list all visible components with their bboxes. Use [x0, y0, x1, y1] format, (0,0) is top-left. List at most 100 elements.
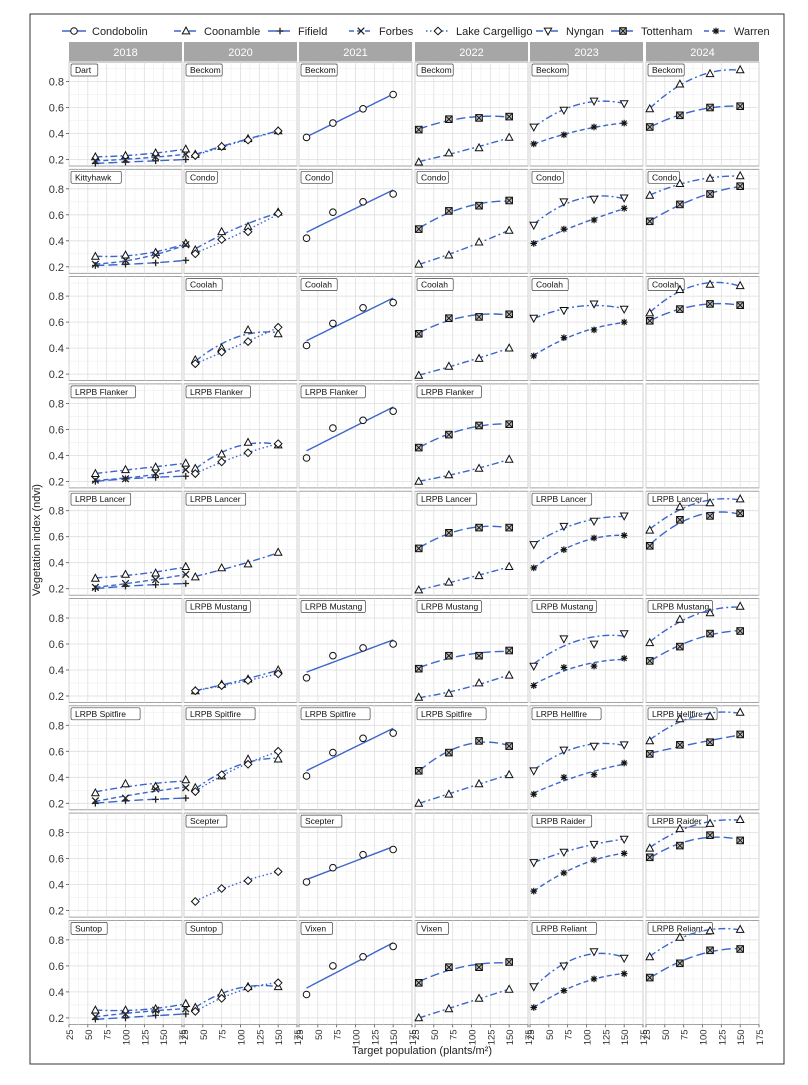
- point-3-2-0-3: [389, 407, 397, 416]
- point-0-1-1-3: [273, 126, 283, 136]
- panel-1-2: Condo: [300, 170, 397, 242]
- fit-line-5-2-0: [306, 639, 394, 673]
- svg-text:Coolah: Coolah: [305, 280, 332, 290]
- point-2-2-0-3: [389, 298, 397, 307]
- point-8-0-2-0: [92, 1015, 99, 1023]
- point-2-5-1-2: [706, 300, 714, 308]
- svg-text:LRPB Lancer: LRPB Lancer: [421, 494, 472, 504]
- variety-label-7-1: Scepter: [185, 814, 228, 828]
- fit-line-3-0-2: [95, 475, 186, 483]
- point-6-2-0-3: [389, 729, 397, 737]
- fit-line-6-0-1: [95, 786, 186, 803]
- point-0-0-2-2: [152, 157, 159, 165]
- variety-label-7-4: LRPB Raider: [531, 814, 593, 828]
- point-2-4-0-3: [619, 305, 629, 315]
- point-2-1-1-2: [243, 337, 253, 347]
- svg-text:Coolah: Coolah: [536, 280, 563, 290]
- x-tick-label-5-5: 150: [736, 1029, 747, 1045]
- svg-text:Suntop: Suntop: [190, 923, 217, 933]
- point-6-5-0-1: [675, 713, 685, 723]
- variety-label-8-5: LRPB Reliant: [647, 922, 713, 935]
- variety-label-7-5: LRPB Raider: [647, 814, 709, 828]
- point-4-0-2-0: [92, 585, 99, 592]
- panel-8-5: LRPB Reliant: [645, 922, 745, 982]
- fit-line-8-5-0: [649, 927, 741, 957]
- point-5-4-1-0: [530, 682, 538, 689]
- fit-line-2-5-1: [649, 302, 741, 322]
- point-1-1-1-3: [273, 208, 283, 219]
- panel-8-0: Suntop: [70, 922, 191, 1023]
- svg-text:LRPB Flanker: LRPB Flanker: [421, 387, 474, 397]
- variety-label-4-1: LRPB Lancer: [185, 492, 247, 506]
- panel-0-3: Beckom: [414, 63, 514, 166]
- point-0-4-0-2: [589, 97, 599, 106]
- variety-label-8-4: LRPB Reliant: [531, 922, 597, 935]
- point-0-4-0-0: [529, 123, 539, 132]
- variety-label-1-1: Condo: [185, 170, 218, 184]
- fit-line-5-5-0: [649, 606, 741, 643]
- point-4-3-0-2: [475, 523, 483, 532]
- point-2-2-0-2: [359, 304, 367, 312]
- point-5-1-1-3: [273, 669, 283, 679]
- point-1-4-0-3: [619, 194, 629, 203]
- legend-label-2: Fifield: [298, 26, 327, 38]
- fit-line-4-3-1: [418, 566, 510, 591]
- y-tick-label-3-2: 0.6: [49, 424, 64, 436]
- fit-line-3-0-1: [95, 468, 186, 482]
- year-strip-2: [299, 42, 412, 61]
- point-5-2-0-3: [389, 640, 397, 648]
- svg-text:LRPB Hellfire: LRPB Hellfire: [652, 709, 703, 719]
- y-tick-label-4-1: 0.4: [49, 558, 64, 570]
- x-tick-label-4-5: 150: [620, 1029, 631, 1045]
- svg-text:Beckom: Beckom: [190, 65, 221, 75]
- point-0-0-2-3: [182, 156, 190, 163]
- fit-line-1-3-1: [418, 229, 510, 266]
- point-6-4-1-2: [590, 771, 598, 778]
- fit-line-0-0-1: [95, 153, 186, 162]
- point-4-4-0-1: [559, 522, 569, 532]
- point-3-3-1-2: [474, 463, 484, 472]
- point-1-0-1-1: [121, 256, 130, 265]
- legend-label-4: Lake Cargelligo: [456, 26, 532, 38]
- panel-grid-6-1: [183, 705, 298, 810]
- point-6-4-1-1: [560, 774, 568, 781]
- panel-5-1: LRPB Mustang: [185, 600, 283, 696]
- point-3-1-0-2: [243, 437, 253, 446]
- point-5-4-1-1: [560, 664, 568, 671]
- point-6-0-2-3: [182, 794, 190, 802]
- point-1-4-0-1: [559, 198, 569, 207]
- point-6-4-0-3: [619, 741, 629, 750]
- point-1-0-0-1: [120, 250, 131, 259]
- variety-label-2-5: Coolah: [647, 278, 685, 291]
- panel-8-4: LRPB Reliant: [529, 922, 629, 1011]
- point-6-5-1-3: [736, 730, 744, 739]
- point-8-4-1-1: [560, 987, 568, 994]
- point-1-0-1-2: [151, 251, 160, 259]
- panel-3-2: LRPB Flanker: [300, 385, 397, 462]
- point-5-2-0-0: [302, 674, 311, 682]
- variety-label-4-0: LRPB Lancer: [70, 492, 132, 506]
- point-2-5-0-1: [675, 284, 685, 293]
- point-0-3-1-3: [504, 132, 514, 141]
- panel-grid-5-0: [68, 598, 183, 703]
- panel-grid-7-0: [68, 813, 183, 918]
- x-tick-label-3-0: 25: [411, 1029, 422, 1040]
- point-2-3-1-1: [444, 361, 454, 370]
- point-0-4-0-1: [559, 106, 569, 116]
- point-6-0-1-2: [151, 785, 160, 793]
- variety-label-0-3: Beckom: [416, 63, 454, 77]
- panel-4-0: LRPB Lancer: [70, 492, 191, 592]
- point-0-3-0-0: [414, 125, 423, 134]
- fit-line-2-3-1: [418, 347, 510, 376]
- x-tick-label-4-4: 125: [601, 1029, 612, 1045]
- fit-line-0-2-0: [306, 93, 394, 138]
- point-2-4-0-1: [559, 307, 569, 316]
- y-tick-label-6-2: 0.6: [49, 746, 64, 758]
- point-2-3-0-2: [475, 313, 483, 321]
- point-5-4-0-3: [619, 630, 629, 639]
- panel-6-2: LRPB Spitfire: [300, 707, 397, 780]
- point-4-3-1-2: [474, 570, 484, 580]
- x-tick-label-3-5: 150: [505, 1029, 516, 1045]
- point-4-0-2-1: [122, 582, 129, 590]
- panel-grid-8-3: [414, 920, 529, 1025]
